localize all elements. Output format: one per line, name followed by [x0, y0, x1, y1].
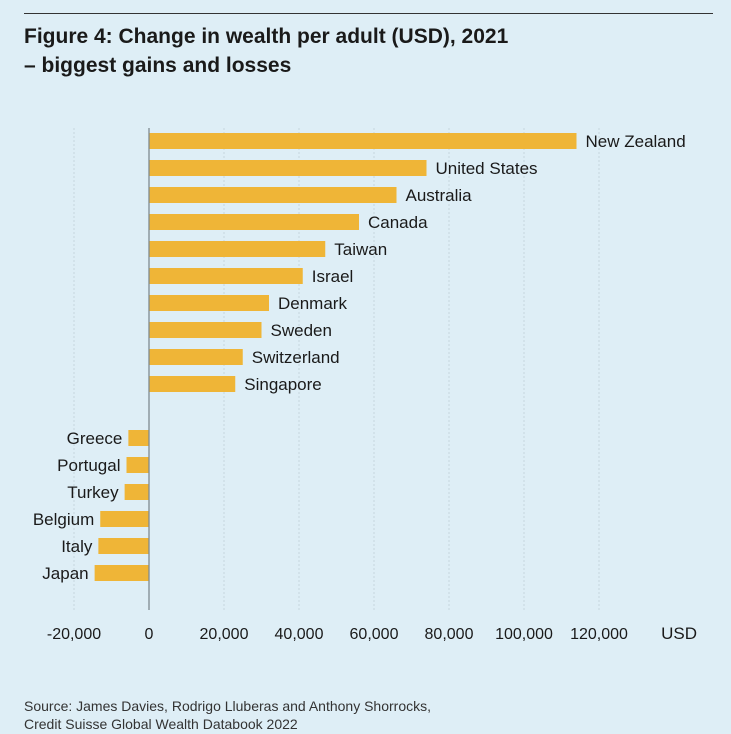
bar-label-turkey: Turkey — [67, 483, 119, 502]
x-tick-label: 80,000 — [425, 626, 474, 643]
bar-label-israel: Israel — [312, 267, 354, 286]
bar-denmark — [149, 295, 269, 311]
x-tick-label: 40,000 — [275, 626, 324, 643]
bar-turkey — [124, 484, 149, 500]
bar-label-denmark: Denmark — [278, 294, 347, 313]
bar-label-greece: Greece — [67, 429, 123, 448]
x-tick-label: 120,000 — [570, 626, 628, 643]
bar-belgium — [100, 511, 149, 527]
bar-label-sweden: Sweden — [271, 321, 332, 340]
bar-israel — [149, 268, 303, 284]
x-tick-label: -20,000 — [47, 626, 101, 643]
chart-title-line-1: Figure 4: Change in wealth per adult (US… — [24, 25, 509, 48]
bar-label-japan: Japan — [42, 564, 88, 583]
bar-taiwan — [149, 241, 326, 257]
bar-italy — [98, 538, 149, 554]
bar-label-united-states: United States — [436, 159, 538, 178]
bar-canada — [149, 214, 359, 230]
bar-sweden — [149, 322, 262, 338]
chart-title: Figure 4: Change in wealth per adult (US… — [24, 22, 704, 80]
source-line-1: Source: James Davies, Rodrigo Lluberas a… — [24, 698, 431, 714]
bar-label-belgium: Belgium — [33, 510, 94, 529]
unit-label: USD — [661, 624, 697, 643]
x-tick-label: 20,000 — [200, 626, 249, 643]
x-tick-label: 100,000 — [495, 626, 553, 643]
bar-label-canada: Canada — [368, 213, 428, 232]
bar-new-zealand — [149, 133, 577, 149]
bar-japan — [94, 565, 149, 581]
bar-singapore — [149, 376, 236, 392]
bar-switzerland — [149, 349, 243, 365]
source-note: Source: James Davies, Rodrigo Lluberas a… — [24, 697, 431, 733]
bar-greece — [128, 430, 149, 446]
bar-label-australia: Australia — [406, 186, 473, 205]
bar-united-states — [149, 160, 427, 176]
source-line-2: Credit Suisse Global Wealth Databook 202… — [24, 716, 298, 732]
bar-label-portugal: Portugal — [57, 456, 120, 475]
chart-title-line-2: – biggest gains and losses — [24, 54, 292, 77]
bar-label-singapore: Singapore — [244, 375, 322, 394]
bar-label-taiwan: Taiwan — [334, 240, 387, 259]
bar-portugal — [126, 457, 149, 473]
bar-label-italy: Italy — [61, 537, 93, 556]
x-tick-label: 60,000 — [350, 626, 399, 643]
bar-label-new-zealand: New Zealand — [586, 132, 686, 151]
bar-label-switzerland: Switzerland — [252, 348, 340, 367]
x-tick-label: 0 — [145, 626, 154, 643]
top-rule — [24, 13, 713, 14]
bar-australia — [149, 187, 397, 203]
